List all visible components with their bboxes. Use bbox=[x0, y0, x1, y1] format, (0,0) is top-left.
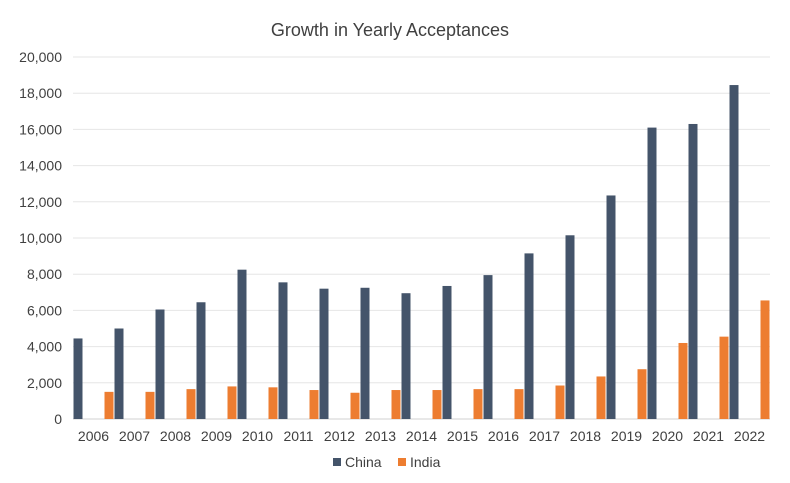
bar-india-2009 bbox=[227, 386, 237, 419]
legend: China India bbox=[333, 454, 441, 470]
bar-china-2011 bbox=[278, 282, 288, 419]
bar-india-2007 bbox=[145, 391, 155, 419]
bar-india-2016 bbox=[514, 389, 524, 419]
x-tick-label: 2015 bbox=[447, 428, 478, 444]
legend-label-india: India bbox=[410, 454, 441, 470]
bar-india-2013 bbox=[391, 390, 401, 419]
chart-title: Growth in Yearly Acceptances bbox=[271, 20, 509, 40]
x-tick-label: 2010 bbox=[242, 428, 273, 444]
y-tick-label: 6,000 bbox=[27, 302, 62, 318]
bar-india-2010 bbox=[268, 387, 278, 419]
bar-india-2006 bbox=[104, 391, 114, 419]
x-tick-label: 2014 bbox=[406, 428, 437, 444]
bar-china-2015 bbox=[442, 285, 452, 419]
x-tick-label: 2022 bbox=[734, 428, 765, 444]
y-tick-label: 4,000 bbox=[27, 339, 62, 355]
x-tick-label: 2008 bbox=[160, 428, 191, 444]
y-tick-label: 20,000 bbox=[19, 49, 62, 65]
x-tick-label: 2017 bbox=[529, 428, 560, 444]
bar-india-2019 bbox=[637, 369, 647, 419]
bar-china-2021 bbox=[688, 123, 698, 419]
x-axis-ticks: 2006 2007 2008 2009 2010 2011 2012 2013 2014 2015… bbox=[78, 428, 765, 444]
bar-china-2020 bbox=[647, 127, 657, 419]
bar-china-2006 bbox=[73, 338, 83, 419]
y-tick-label: 18,000 bbox=[19, 85, 62, 101]
y-tick-label: 2,000 bbox=[27, 375, 62, 391]
bar-india-2011 bbox=[309, 390, 319, 419]
x-tick-label: 2006 bbox=[78, 428, 109, 444]
bar-china-2013 bbox=[360, 287, 370, 419]
x-tick-label: 2021 bbox=[693, 428, 724, 444]
bar-india-2018 bbox=[596, 376, 606, 419]
bar-china-2009 bbox=[196, 302, 206, 419]
bar-india-2022 bbox=[760, 300, 770, 419]
x-tick-label: 2016 bbox=[488, 428, 519, 444]
legend-swatch-china bbox=[333, 458, 341, 466]
legend-label-china: China bbox=[345, 454, 382, 470]
y-tick-label: 10,000 bbox=[19, 230, 62, 246]
legend-swatch-india bbox=[398, 458, 406, 466]
x-tick-label: 2019 bbox=[611, 428, 642, 444]
x-tick-label: 2011 bbox=[283, 428, 313, 444]
y-tick-label: 0 bbox=[54, 411, 62, 427]
y-tick-label: 14,000 bbox=[19, 158, 62, 174]
bar-china-2007 bbox=[114, 328, 124, 419]
bar-india-2012 bbox=[350, 392, 360, 419]
bar-india-2021 bbox=[719, 336, 729, 419]
bar-india-2017 bbox=[555, 385, 565, 419]
bar-china-2012 bbox=[319, 288, 329, 419]
x-tick-label: 2009 bbox=[201, 428, 232, 444]
y-tick-label: 12,000 bbox=[19, 194, 62, 210]
bars bbox=[73, 85, 770, 420]
bar-china-2014 bbox=[401, 293, 411, 419]
bar-china-2018 bbox=[565, 235, 575, 419]
x-tick-label: 2007 bbox=[119, 428, 150, 444]
bar-china-2017 bbox=[524, 253, 534, 419]
bar-india-2014 bbox=[432, 390, 442, 419]
bar-china-2010 bbox=[237, 269, 247, 419]
bar-india-2020 bbox=[678, 342, 688, 419]
x-tick-label: 2012 bbox=[324, 428, 355, 444]
bar-india-2008 bbox=[186, 389, 196, 419]
x-tick-label: 2013 bbox=[365, 428, 396, 444]
x-tick-label: 2020 bbox=[652, 428, 683, 444]
bar-china-2022 bbox=[729, 85, 739, 420]
bar-china-2019 bbox=[606, 195, 616, 419]
y-tick-label: 16,000 bbox=[19, 121, 62, 137]
bar-china-2008 bbox=[155, 309, 165, 419]
bar-china-2016 bbox=[483, 275, 493, 419]
x-tick-label: 2018 bbox=[570, 428, 601, 444]
y-tick-label: 8,000 bbox=[27, 266, 62, 282]
bar-india-2015 bbox=[473, 389, 483, 419]
y-axis-ticks: 0 2,000 4,000 6,000 8,000 10,000 12,000 14,000 1… bbox=[19, 49, 62, 427]
gridlines bbox=[73, 56, 770, 420]
